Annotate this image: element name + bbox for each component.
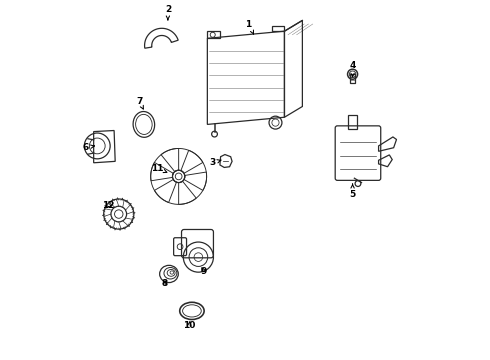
Text: 5: 5 (349, 184, 356, 199)
Text: 11: 11 (151, 164, 167, 173)
Text: 9: 9 (200, 267, 207, 276)
Text: 10: 10 (183, 321, 196, 330)
Text: 12: 12 (102, 201, 115, 210)
Text: 2: 2 (165, 5, 171, 20)
Text: 4: 4 (349, 61, 356, 77)
Text: 6: 6 (82, 143, 95, 152)
Text: 7: 7 (136, 96, 144, 109)
Text: 1: 1 (245, 19, 254, 34)
Text: 3: 3 (210, 158, 221, 167)
Text: 8: 8 (161, 279, 168, 288)
